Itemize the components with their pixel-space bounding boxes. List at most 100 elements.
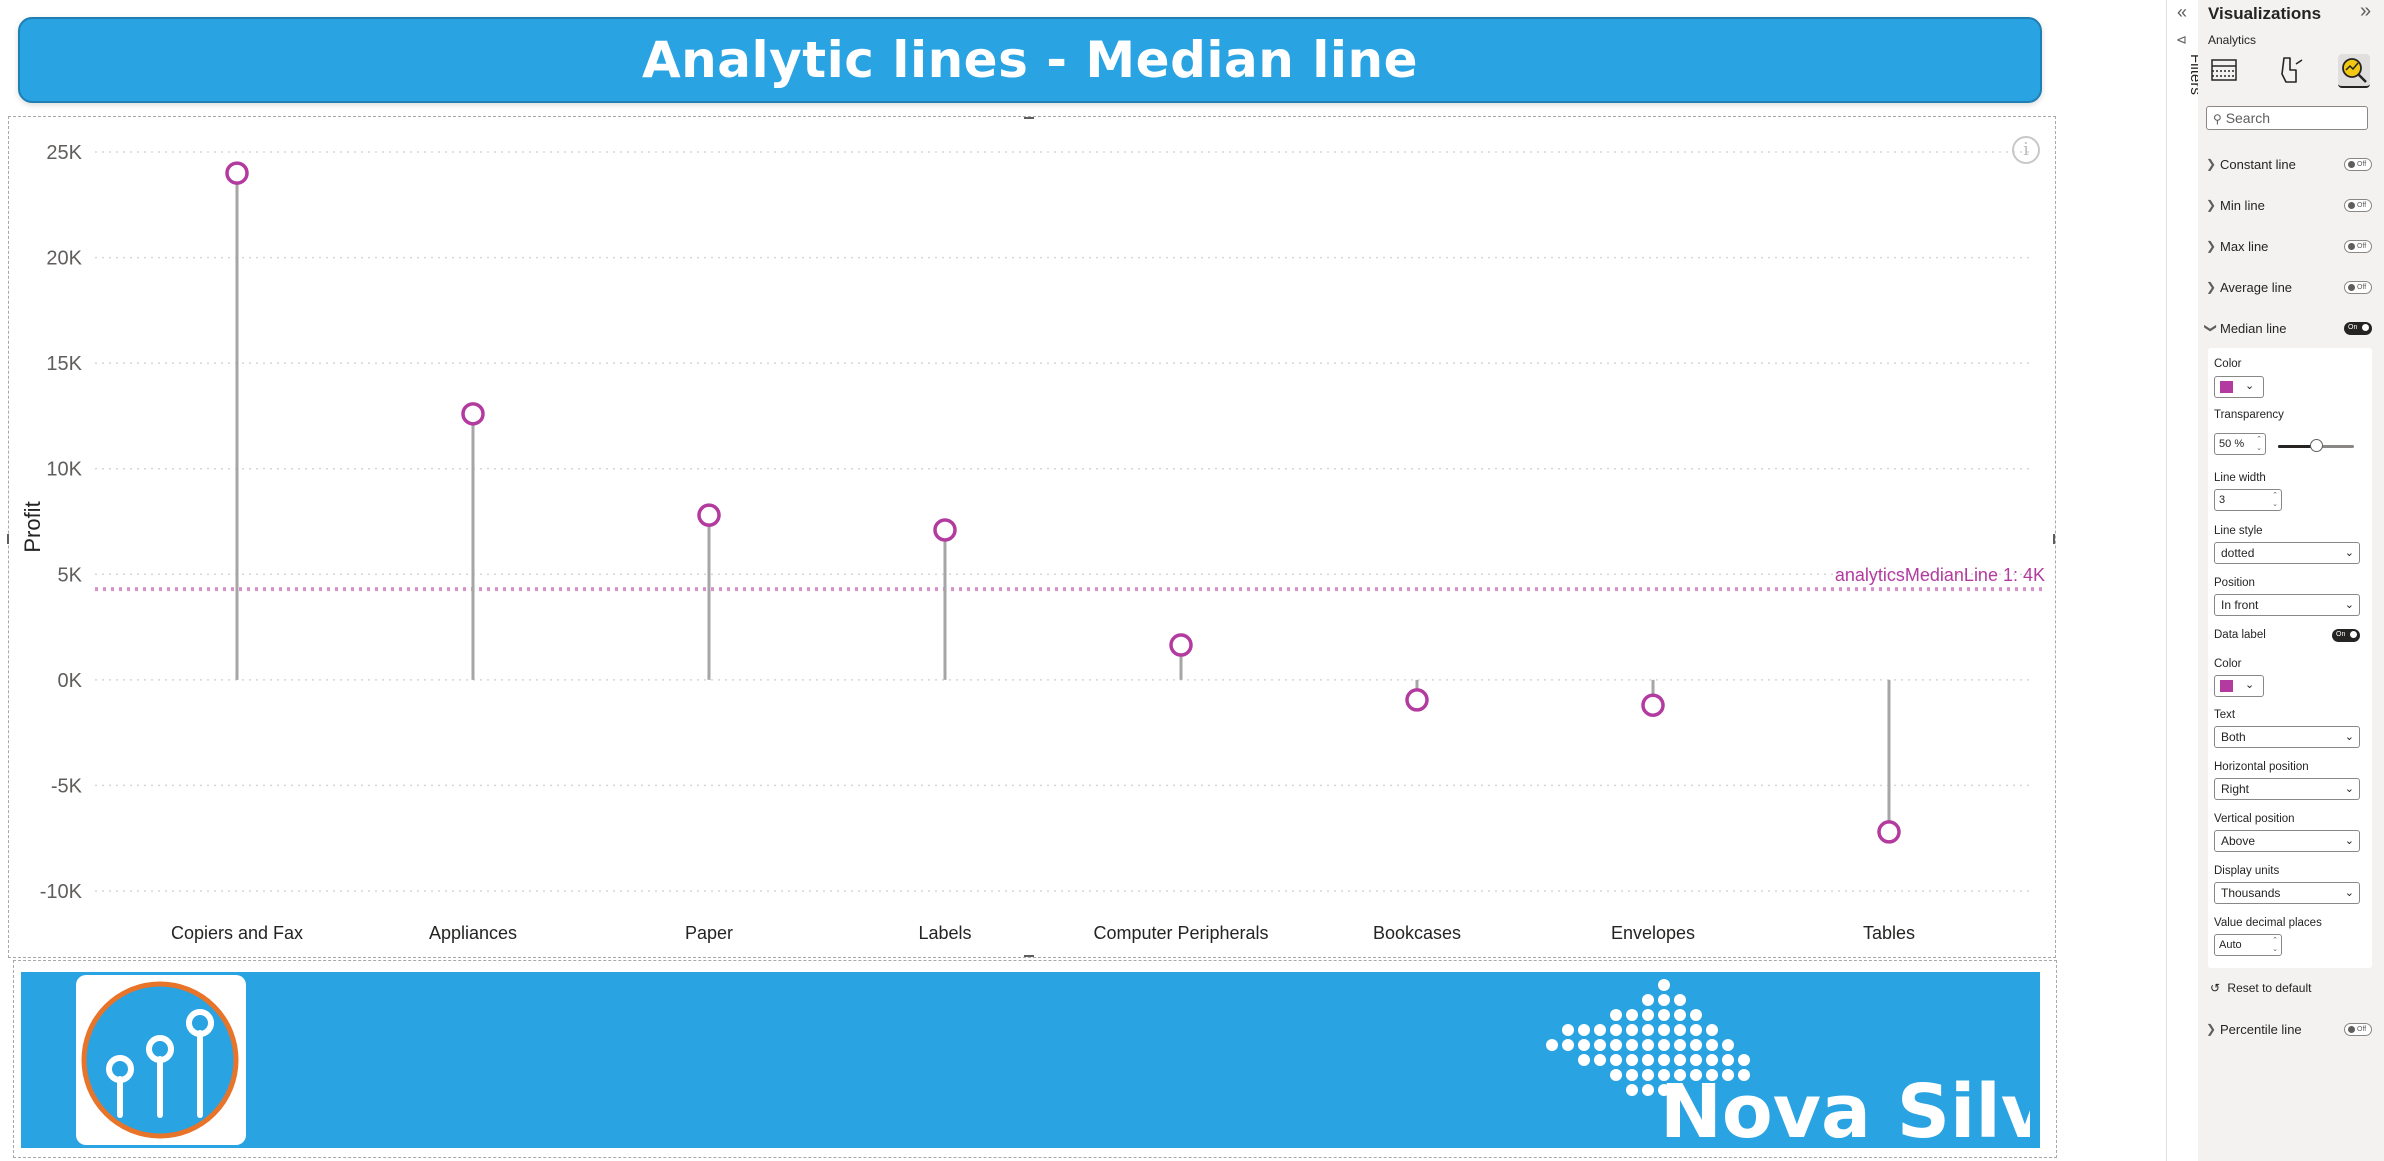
reset-icon: ↺: [2210, 981, 2221, 995]
toggle-average-line[interactable]: Off: [2344, 281, 2372, 294]
y-tick-label: 25K: [46, 142, 82, 164]
logo-dot: [1626, 1039, 1638, 1051]
data-point[interactable]: [1169, 633, 1193, 657]
line-width-input[interactable]: 3 ⌃ ⌄: [2214, 489, 2282, 511]
data-point[interactable]: [225, 161, 249, 185]
section-max-line[interactable]: ❯ Max line Off: [2204, 230, 2372, 262]
toggle-max-line[interactable]: Off: [2344, 240, 2372, 253]
transparency-input[interactable]: 50 % ⌃ ⌄: [2214, 433, 2266, 455]
section-average-line[interactable]: ❯ Average line Off: [2204, 271, 2372, 303]
resize-handle-bottom[interactable]: [1024, 955, 1034, 957]
stepper-icon[interactable]: ⌃ ⌄: [2272, 937, 2278, 953]
data-point[interactable]: [461, 402, 485, 426]
logo-dot: [1658, 994, 1670, 1006]
format-visual-tab-icon[interactable]: [2274, 54, 2306, 86]
brand-name: Nova Silva: [1660, 1069, 2030, 1145]
chevron-down-icon: ⌄: [2245, 380, 2255, 392]
logo-dot: [1674, 1024, 1686, 1036]
toggle-constant-line[interactable]: Off: [2344, 158, 2372, 171]
logo-dot: [1738, 1054, 1750, 1066]
vertical-position-dropdown[interactable]: Above ⌄: [2214, 830, 2360, 852]
logo-dot: [1594, 1054, 1606, 1066]
toggle-percentile-line[interactable]: Off: [2344, 1023, 2372, 1036]
chevron-right-icon: ❯: [2206, 280, 2217, 294]
section-label: Percentile line: [2220, 1022, 2302, 1037]
logo-dot: [1706, 1069, 1718, 1081]
decimal-places-input[interactable]: Auto ⌃ ⌄: [2214, 934, 2282, 956]
logo-dot: [1722, 1039, 1734, 1051]
section-median-line[interactable]: ❯ Median line On: [2204, 312, 2372, 344]
y-tick-label: 10K: [46, 459, 82, 481]
data-point[interactable]: [1405, 688, 1429, 712]
collapse-filters-icon[interactable]: «: [2177, 2, 2188, 22]
toggle-text: Off: [2357, 243, 2367, 250]
logo-dot: [1626, 1009, 1638, 1021]
section-percentile-line[interactable]: ❯ Percentile line Off: [2204, 1013, 2372, 1045]
toggle-text: On: [2348, 324, 2358, 331]
logo-dot: [1706, 1039, 1718, 1051]
display-units-label: Display units: [2214, 865, 2280, 877]
horizontal-position-dropdown[interactable]: Right ⌄: [2214, 778, 2360, 800]
chevron-down-icon: ⌄: [2344, 599, 2354, 611]
color-swatch: [2220, 381, 2233, 393]
position-dropdown[interactable]: In front ⌄: [2214, 594, 2360, 616]
search-input[interactable]: ⚲ Search: [2206, 106, 2368, 130]
toggle-min-line[interactable]: Off: [2344, 199, 2372, 212]
logo-dot: [1562, 1039, 1574, 1051]
text-dropdown[interactable]: Both ⌄: [2214, 726, 2360, 748]
visualizations-pane: Visualizations » Analytics ⚲ Search ❯ Co…: [2198, 0, 2384, 1161]
search-placeholder: Search: [2225, 110, 2271, 126]
chevron-right-icon: ❯: [2206, 1022, 2217, 1036]
chevron-right-icon: ❯: [2206, 157, 2217, 171]
resize-handle-top[interactable]: [1024, 117, 1034, 119]
data-point[interactable]: [1877, 820, 1901, 844]
logo-dot: [1706, 1054, 1718, 1066]
data-point[interactable]: [1641, 693, 1665, 717]
transparency-value: 50: [2219, 438, 2232, 450]
analytics-tab-icon[interactable]: [2338, 54, 2370, 88]
display-units-dropdown[interactable]: Thousands ⌄: [2214, 882, 2360, 904]
transparency-slider[interactable]: [2278, 439, 2354, 452]
x-tick-label: Copiers and Fax: [171, 923, 303, 943]
analytics-tab-label: Analytics: [2208, 33, 2257, 47]
median-line-group: analyticsMedianLine 1: 4K: [95, 565, 2045, 592]
stepper-icon[interactable]: ⌃ ⌄: [2272, 492, 2278, 508]
logo-dot: [1674, 994, 1686, 1006]
x-tick-label: Computer Peripherals: [1093, 923, 1268, 943]
chevron-down-icon: ⌄: [2344, 731, 2354, 743]
y-tick-label: -5K: [51, 775, 83, 797]
data-point[interactable]: [933, 518, 957, 542]
dropdown-value: Above: [2221, 834, 2256, 848]
reset-to-default-button[interactable]: ↺ Reset to default: [2210, 981, 2311, 995]
toggle-data-label[interactable]: On: [2332, 629, 2360, 642]
section-min-line[interactable]: ❯ Min line Off: [2204, 189, 2372, 221]
logo-dot: [1578, 1024, 1590, 1036]
chevron-right-icon: ❯: [2206, 198, 2217, 212]
resize-handle-left[interactable]: [7, 534, 9, 544]
filters-pane[interactable]: « ⊲ Filters: [2166, 0, 2204, 1161]
y-tick-label: -10K: [40, 881, 83, 903]
chevron-down-icon: ⌄: [2344, 547, 2354, 559]
logo-dot: [1658, 1039, 1670, 1051]
expand-pane-icon[interactable]: »: [2360, 0, 2372, 22]
section-constant-line[interactable]: ❯ Constant line Off: [2204, 148, 2372, 180]
line-style-dropdown[interactable]: dotted ⌄: [2214, 542, 2360, 564]
resize-handle-right[interactable]: [2053, 534, 2055, 544]
text-label: Text: [2214, 709, 2236, 721]
stepper-icon[interactable]: ⌃ ⌄: [2256, 436, 2262, 452]
lollipop-chart[interactable]: analyticsMedianLine 1: 4K 25K 20K 15K 10K 5K…: [0, 0, 2060, 960]
label-color-picker[interactable]: ⌄: [2214, 675, 2264, 697]
logo-dot: [1578, 1039, 1590, 1051]
logo-dot: [1642, 1069, 1654, 1081]
build-visual-tab-icon[interactable]: [2208, 54, 2240, 86]
color-picker[interactable]: ⌄: [2214, 376, 2264, 398]
label-color-label: Color: [2214, 658, 2242, 670]
data-point[interactable]: [697, 503, 721, 527]
logo-dot: [1690, 1024, 1702, 1036]
slider-thumb[interactable]: [2310, 439, 2323, 452]
info-icon[interactable]: i: [2012, 136, 2040, 164]
dropdown-value: Thousands: [2221, 886, 2281, 900]
section-label: Min line: [2220, 198, 2265, 213]
logo-dot: [1674, 1039, 1686, 1051]
toggle-median-line[interactable]: On: [2344, 322, 2372, 335]
